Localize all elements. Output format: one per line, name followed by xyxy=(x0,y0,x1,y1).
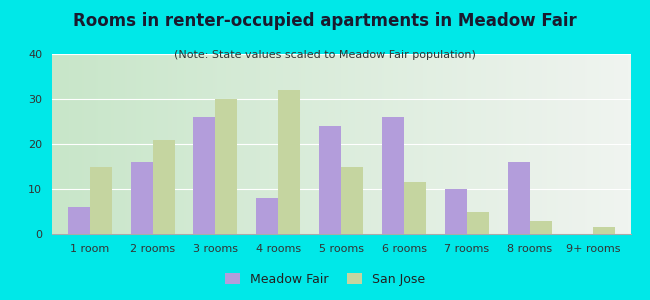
Bar xyxy=(382,117,404,234)
Bar xyxy=(216,99,237,234)
Bar xyxy=(341,167,363,234)
Bar xyxy=(256,198,278,234)
Bar xyxy=(467,212,489,234)
Legend: Meadow Fair, San Jose: Meadow Fair, San Jose xyxy=(220,268,430,291)
Bar xyxy=(508,162,530,234)
Bar xyxy=(278,90,300,234)
Bar xyxy=(194,117,216,234)
Bar xyxy=(131,162,153,234)
Bar xyxy=(90,167,112,234)
Text: Rooms in renter-occupied apartments in Meadow Fair: Rooms in renter-occupied apartments in M… xyxy=(73,12,577,30)
Bar xyxy=(68,207,90,234)
Bar xyxy=(319,126,341,234)
Text: (Note: State values scaled to Meadow Fair population): (Note: State values scaled to Meadow Fai… xyxy=(174,50,476,59)
Bar xyxy=(530,220,552,234)
Bar xyxy=(404,182,426,234)
Bar xyxy=(593,227,615,234)
Bar xyxy=(153,140,175,234)
Bar xyxy=(445,189,467,234)
